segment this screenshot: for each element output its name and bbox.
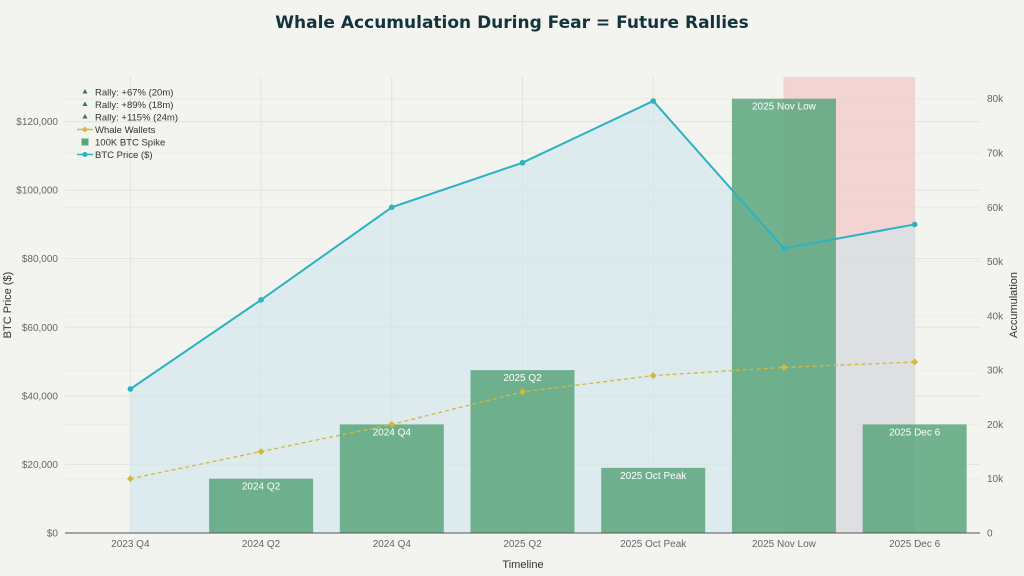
- legend: Rally: +67% (20m)Rally: +89% (18m) Rally:…: [77, 88, 178, 161]
- rally-marker-icon: [82, 89, 88, 94]
- y2-tick-label: 0: [987, 529, 993, 540]
- bar: [731, 98, 836, 533]
- whale-wallets-point: [126, 475, 134, 483]
- btc-price-point: [781, 245, 787, 252]
- x-tick-label: 2025 Dec 6: [889, 539, 941, 550]
- bar: [209, 478, 314, 533]
- legend-label: 100K BTC Spike: [95, 138, 165, 149]
- bar-label: 2025 Dec 6: [889, 427, 941, 438]
- y2-tick-label: 50k: [987, 257, 1004, 268]
- legend-label: Whale Wallets: [95, 125, 156, 136]
- bar-label: 2025 Q2: [503, 373, 542, 384]
- x-tick-label: 2023 Q4: [111, 539, 150, 550]
- bar-label: 2024 Q2: [242, 482, 281, 493]
- bar-label: 2025 Nov Low: [752, 102, 817, 113]
- price-legend-marker: [82, 152, 88, 157]
- rally-marker-icon: [82, 101, 88, 106]
- btc-price-point: [519, 159, 526, 166]
- y2-tick-label: 10k: [987, 474, 1004, 485]
- y2-tick-label: 40k: [987, 311, 1004, 322]
- legend-label: Rally: +67% (20m): [95, 88, 173, 99]
- y-tick-label: $0: [47, 529, 59, 540]
- y-tick-label: $120,000: [16, 117, 58, 128]
- rally-marker-icon: [82, 114, 88, 119]
- y2-tick-label: 60k: [987, 203, 1004, 214]
- y-tick-label: $80,000: [22, 254, 59, 265]
- x-tick-label: 2024 Q2: [242, 539, 281, 550]
- y-axis-label: BTC Price ($): [2, 272, 14, 339]
- btc-price-point: [911, 221, 918, 228]
- y2-tick-label: 20k: [987, 420, 1004, 431]
- bar: [339, 424, 444, 533]
- bar: [862, 424, 967, 533]
- btc-price-point: [127, 386, 134, 392]
- x-axis-label: Timeline: [502, 559, 543, 571]
- whale-legend-marker: [82, 126, 88, 133]
- bar-label: 2025 Oct Peak: [620, 471, 687, 482]
- y-tick-label: $100,000: [16, 186, 58, 197]
- bar-label: 2024 Q4: [373, 427, 412, 438]
- whale-wallets-point: [388, 420, 396, 428]
- whale-wallets-point: [780, 363, 788, 371]
- btc-price-point: [650, 98, 657, 104]
- x-tick-label: 2025 Oct Peak: [620, 539, 687, 550]
- whale-wallets-point: [911, 358, 919, 366]
- bar: [601, 467, 706, 533]
- y-tick-label: $20,000: [22, 460, 59, 471]
- whale-wallets-point: [519, 388, 526, 396]
- chart-title: Whale Accumulation During Fear = Future …: [275, 13, 748, 33]
- y-tick-label: $60,000: [22, 323, 59, 334]
- btc-price-point: [388, 204, 395, 211]
- btc-price-point: [258, 297, 264, 303]
- price-area: [130, 101, 915, 533]
- bar: [470, 370, 575, 533]
- whale-wallets-point: [649, 372, 657, 380]
- legend-label: Rally: +89% (18m): [95, 100, 173, 111]
- whale-wallets-point: [257, 448, 265, 456]
- y2-tick-label: 80k: [987, 94, 1004, 105]
- y-tick-label: $40,000: [22, 391, 59, 402]
- x-tick-label: 2025 Q2: [503, 539, 542, 550]
- bar-legend-swatch: [81, 138, 89, 146]
- legend-label: Rally: +115% (24m): [95, 113, 178, 124]
- x-tick-label: 2025 Nov Low: [752, 539, 817, 550]
- x-tick-label: 2024 Q4: [373, 539, 412, 550]
- legend-label: BTC Price ($): [95, 150, 153, 161]
- y2-tick-label: 70k: [987, 149, 1004, 160]
- y2-tick-label: 30k: [987, 366, 1004, 377]
- y2-axis-label: Accumulation: [1008, 272, 1020, 338]
